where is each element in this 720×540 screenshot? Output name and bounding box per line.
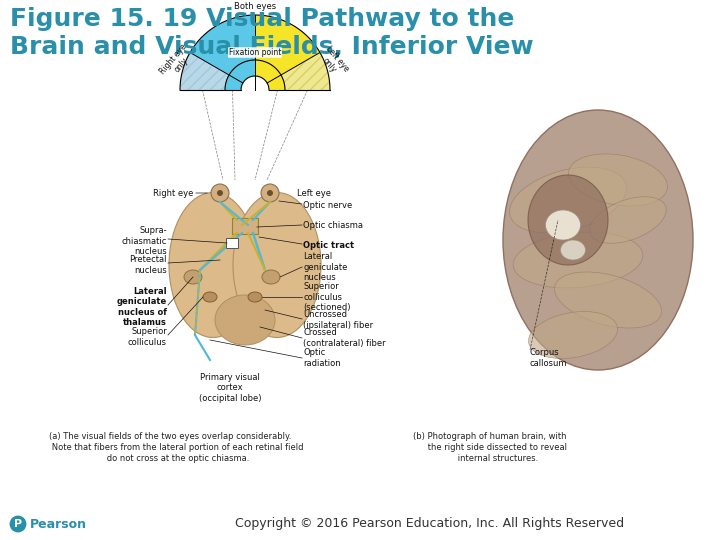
Text: Right eye
only: Right eye only bbox=[158, 42, 197, 82]
Text: Lateral
geniculate
nucleus of
thalamus: Lateral geniculate nucleus of thalamus bbox=[117, 287, 167, 327]
Ellipse shape bbox=[503, 110, 693, 370]
Text: Primary visual
cortex
(occipital lobe): Primary visual cortex (occipital lobe) bbox=[199, 373, 261, 403]
Ellipse shape bbox=[215, 295, 275, 345]
Text: (b) Photograph of human brain, with
      the right side dissected to reveal
   : (b) Photograph of human brain, with the … bbox=[413, 432, 567, 463]
Text: Right eye: Right eye bbox=[153, 188, 193, 198]
Text: Both eyes: Both eyes bbox=[234, 2, 276, 11]
Text: Figure 15. 19 Visual Pathway to the
Brain and Visual Fields, Inferior View: Figure 15. 19 Visual Pathway to the Brai… bbox=[10, 7, 534, 59]
Circle shape bbox=[9, 515, 27, 533]
Circle shape bbox=[211, 184, 229, 202]
Text: Uncrossed
(ipsilateral) fiber: Uncrossed (ipsilateral) fiber bbox=[303, 310, 373, 330]
Text: Optic
radiation: Optic radiation bbox=[303, 348, 341, 368]
Text: Optic nerve: Optic nerve bbox=[303, 200, 352, 210]
Polygon shape bbox=[225, 60, 255, 90]
Text: Crossed
(contralateral) fiber: Crossed (contralateral) fiber bbox=[303, 328, 386, 348]
Polygon shape bbox=[281, 52, 330, 90]
Ellipse shape bbox=[169, 192, 257, 338]
Text: Pretectal
nucleus: Pretectal nucleus bbox=[130, 255, 167, 275]
Polygon shape bbox=[190, 15, 255, 75]
Ellipse shape bbox=[590, 197, 666, 243]
Text: Optic chiasma: Optic chiasma bbox=[303, 220, 363, 230]
Ellipse shape bbox=[546, 210, 580, 240]
Text: Pearson: Pearson bbox=[30, 517, 87, 530]
Text: Lateral
geniculate
nucleus: Lateral geniculate nucleus bbox=[303, 252, 347, 282]
FancyBboxPatch shape bbox=[0, 0, 720, 85]
Ellipse shape bbox=[233, 192, 321, 338]
Circle shape bbox=[261, 184, 279, 202]
Polygon shape bbox=[255, 15, 320, 75]
Polygon shape bbox=[255, 60, 285, 90]
Ellipse shape bbox=[510, 167, 626, 233]
Polygon shape bbox=[180, 52, 229, 90]
Ellipse shape bbox=[203, 292, 217, 302]
Polygon shape bbox=[241, 76, 269, 90]
Text: Superior
colliculus: Superior colliculus bbox=[128, 327, 167, 347]
Text: Supra-
chiasmatic
nucleus: Supra- chiasmatic nucleus bbox=[122, 226, 167, 256]
Text: P: P bbox=[14, 519, 22, 529]
Ellipse shape bbox=[248, 292, 262, 302]
Ellipse shape bbox=[262, 270, 280, 284]
FancyBboxPatch shape bbox=[232, 218, 258, 234]
Text: Superior
colliculus
(sectioned): Superior colliculus (sectioned) bbox=[303, 282, 351, 312]
Text: Left eye: Left eye bbox=[297, 188, 331, 198]
Ellipse shape bbox=[560, 240, 585, 260]
Text: Copyright © 2016 Pearson Education, Inc. All Rights Reserved: Copyright © 2016 Pearson Education, Inc.… bbox=[235, 517, 624, 530]
Circle shape bbox=[267, 190, 273, 196]
Ellipse shape bbox=[513, 232, 643, 288]
Ellipse shape bbox=[184, 270, 202, 284]
Text: Optic tract: Optic tract bbox=[303, 240, 354, 249]
Circle shape bbox=[217, 190, 223, 196]
Ellipse shape bbox=[554, 272, 662, 328]
FancyBboxPatch shape bbox=[226, 238, 238, 248]
Ellipse shape bbox=[569, 154, 667, 206]
Text: (a) The visual fields of the two eyes overlap considerably.
      Note that fibe: (a) The visual fields of the two eyes ov… bbox=[36, 432, 304, 463]
Text: Fixation point: Fixation point bbox=[229, 48, 282, 57]
Text: Left eye
only: Left eye only bbox=[316, 44, 350, 80]
Ellipse shape bbox=[528, 175, 608, 265]
Ellipse shape bbox=[528, 312, 618, 359]
Text: Corpus
callosum: Corpus callosum bbox=[530, 348, 567, 368]
